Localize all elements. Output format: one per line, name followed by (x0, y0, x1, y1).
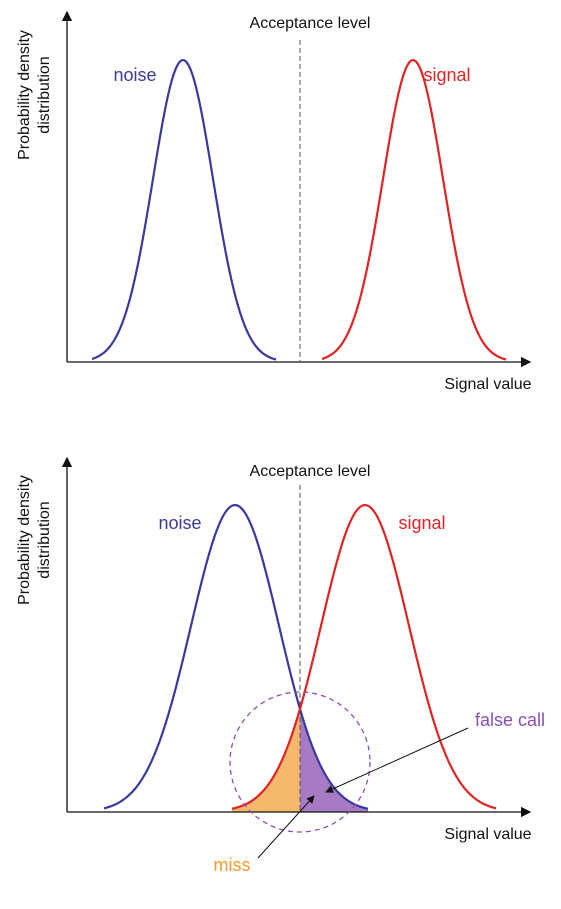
curve-label: signal (423, 65, 470, 85)
curve-label: noise (158, 513, 201, 533)
y-axis-label-line: Probability density (16, 475, 33, 605)
miss-pointer (257, 795, 315, 859)
miss-area (232, 708, 300, 812)
distribution-curve (103, 504, 369, 810)
miss-label: miss (214, 855, 251, 875)
panel: Acceptance level Signal value Probability … (16, 456, 545, 875)
false-call-pointer (325, 727, 469, 793)
x-axis-label: Signal value (444, 826, 531, 843)
false-call-label: false call (475, 710, 545, 730)
acceptance-label: Acceptance level (250, 463, 371, 480)
y-axis-label: Probability density distribution (16, 475, 53, 605)
panel: Acceptance level Signal value Probability … (16, 10, 532, 393)
y-axis-label-line: Probability density (16, 30, 33, 160)
distribution-curve (231, 504, 497, 810)
acceptance-label: Acceptance level (250, 15, 371, 32)
x-axis-label: Signal value (444, 376, 531, 393)
y-axis-label-line: distribution (36, 56, 53, 133)
y-axis-label-line: distribution (36, 501, 53, 578)
curve-label: signal (398, 513, 445, 533)
highlight-circle (229, 691, 371, 833)
y-axis-label: Probability density distribution (16, 30, 53, 160)
false-call-area (300, 708, 368, 812)
distribution-curve (91, 59, 277, 361)
distribution-curve (321, 59, 507, 361)
curve-label: noise (113, 65, 156, 85)
